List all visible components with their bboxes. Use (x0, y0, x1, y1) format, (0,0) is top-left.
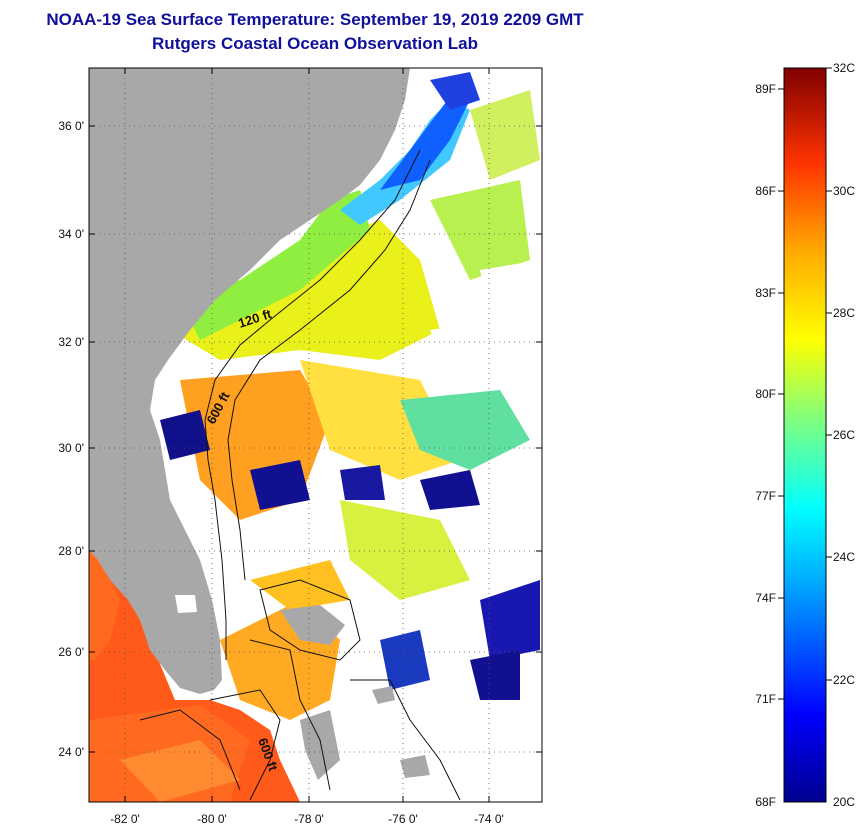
lon-label: -76 0' (388, 812, 418, 826)
longitude-labels: -82 0' -80 0' -78 0' -76 0' -74 0' (110, 812, 504, 826)
lat-label: 28 0' (58, 544, 84, 558)
map-subtitle: Rutgers Coastal Ocean Observation Lab (152, 34, 478, 53)
colorbar-c-label: 26C (833, 428, 855, 442)
lon-label: -74 0' (474, 812, 504, 826)
colorbar-celsius-labels: 32C 30C 28C 26C 24C 22C 20C (833, 61, 855, 809)
sst-field (89, 72, 540, 802)
lon-label: -82 0' (110, 812, 140, 826)
lon-label: -80 0' (197, 812, 227, 826)
colorbar-f-label: 77F (755, 489, 776, 503)
lat-label: 24 0' (58, 745, 84, 759)
colorbar-f-label: 83F (755, 286, 776, 300)
colorbar-c-label: 20C (833, 795, 855, 809)
colorbar (783, 67, 827, 803)
bathymetry-contours (139, 149, 461, 801)
lat-label: 32 0' (58, 335, 84, 349)
lat-label: 34 0' (58, 227, 84, 241)
colorbar-ticks (778, 67, 832, 700)
lat-label: 30 0' (58, 441, 84, 455)
colorbar-c-label: 28C (833, 306, 855, 320)
latitude-labels: 36 0' 34 0' 32 0' 30 0' 28 0' 26 0' 24 0… (58, 119, 84, 759)
colorbar-c-label: 30C (833, 184, 855, 198)
colorbar-f-label: 86F (755, 184, 776, 198)
lat-label: 26 0' (58, 645, 84, 659)
graticule (89, 68, 542, 802)
colorbar-c-label: 22C (833, 673, 855, 687)
colorbar-f-label: 80F (755, 387, 776, 401)
land-mass (89, 68, 430, 780)
colorbar-fahrenheit-labels: 89F 86F 83F 80F 77F 74F 71F 68F (755, 82, 776, 809)
colorbar-c-label: 24C (833, 550, 855, 564)
lon-label: -78 0' (294, 812, 324, 826)
colorbar-f-label: 74F (755, 591, 776, 605)
colorbar-f-label: 89F (755, 82, 776, 96)
colorbar-f-label: 68F (755, 795, 776, 809)
colorbar-f-label: 71F (755, 692, 776, 706)
lat-label: 36 0' (58, 119, 84, 133)
map-frame (88, 67, 543, 803)
frame-ticks (89, 68, 542, 802)
map-title: NOAA-19 Sea Surface Temperature: Septemb… (46, 10, 584, 29)
colorbar-c-label: 32C (833, 61, 855, 75)
